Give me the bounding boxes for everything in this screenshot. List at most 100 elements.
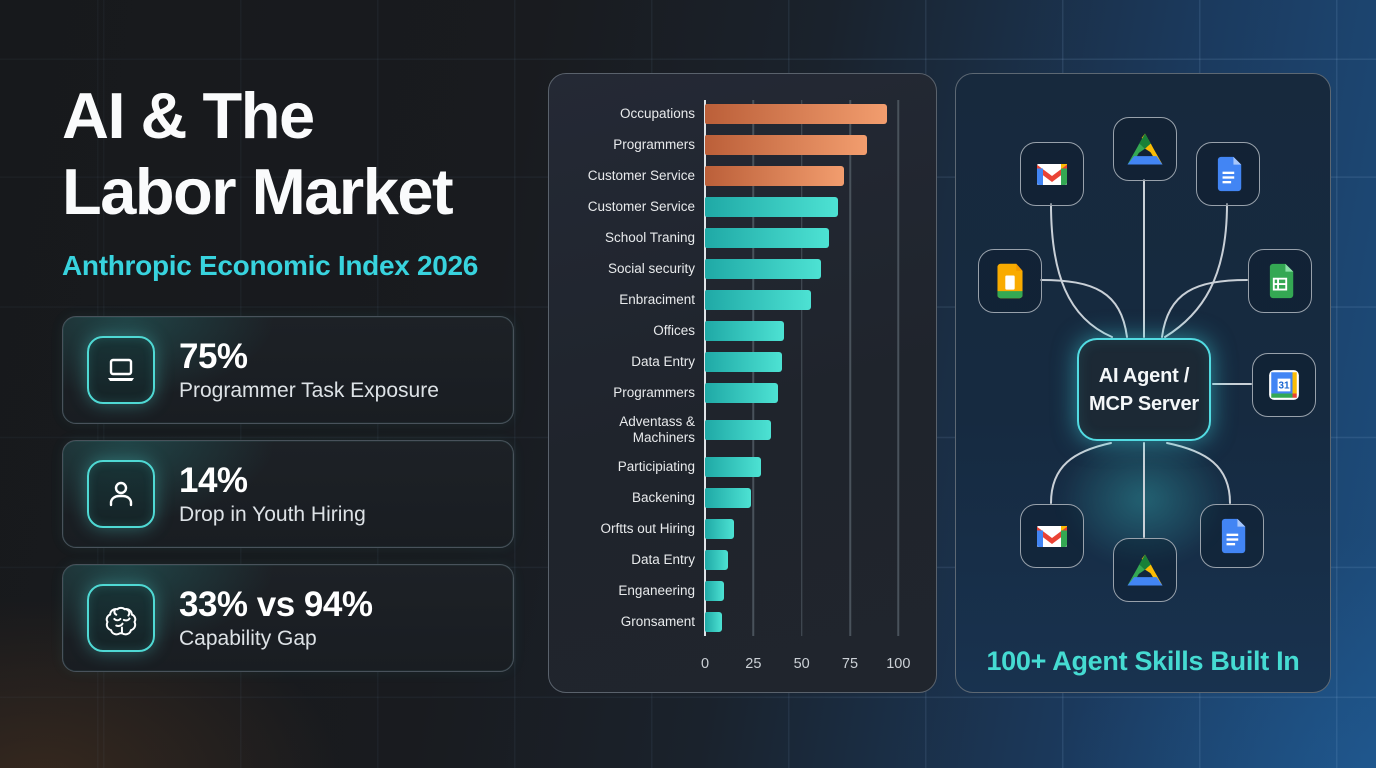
chart-bar-track (705, 419, 908, 440)
chart-row: Occupations (563, 104, 908, 124)
chart-row: Enganeering (563, 580, 908, 601)
chart-row: Customer Service (563, 165, 908, 186)
chart-bar (705, 289, 812, 310)
chart-row: Data Entry (563, 351, 908, 372)
chart-row: Enbraciment (563, 289, 908, 310)
chart-category-label: Participiating (617, 458, 695, 474)
bar-chart-panel: Occupations Programmers Customer Service Cu… (548, 73, 937, 693)
stat-label: Programmer Task Exposure (179, 379, 439, 403)
stat-value: 14% (179, 461, 248, 501)
chart-bar (705, 165, 845, 186)
brain-icon (87, 584, 155, 653)
chart-bar-track (705, 518, 908, 539)
stat-label: Drop in Youth Hiring (179, 503, 366, 527)
chart-bar (705, 419, 771, 440)
stat-label: Capability Gap (179, 627, 317, 651)
chart-bar (705, 518, 734, 539)
chart-bar-track (705, 457, 908, 478)
stat-card-youth-hiring: 14% Drop in Youth Hiring (62, 440, 514, 549)
chart-bar (705, 134, 868, 155)
chart-x-tick-label: 100 (886, 656, 911, 672)
stat-card-programmer-exposure: 75% Programmer Task Exposure (62, 316, 514, 425)
chart-bar (705, 580, 725, 601)
chart-bar-track (705, 580, 908, 601)
chart-bar (705, 382, 779, 403)
chart-x-tick-label: 50 (793, 656, 810, 672)
chart-row: Social security (563, 258, 908, 279)
chart-bar-track (705, 289, 908, 310)
chart-bar (705, 549, 729, 570)
chart-rows: Occupations Programmers Customer Service Cu… (563, 104, 908, 632)
ai-agent-mcp-server-box: AI Agent / MCP Server (1077, 338, 1211, 441)
page-subtitle: Anthropic Economic Index 2026 (62, 250, 479, 282)
chart-bar (705, 351, 783, 372)
chart-row: Customer Service (563, 196, 908, 217)
chart-category-label: Occupations (619, 105, 695, 121)
chart-category-label: Social security (607, 260, 695, 276)
left-column: AI & The Labor Market Anthropic Economic… (62, 78, 514, 673)
chart-category-label: Programmers (613, 136, 695, 152)
stat-card-capability-gap: 33% vs 94% Capability Gap (62, 564, 514, 673)
chart-category-label: Customer Service (587, 198, 695, 214)
stat-text: 14% Drop in Youth Hiring (179, 461, 366, 527)
chart-gridline (800, 100, 803, 636)
stat-cards: 75% Programmer Task Exposure 14% Drop in… (62, 316, 514, 673)
chart-row: Offices (563, 320, 908, 341)
chart-row: Participiating (563, 457, 908, 478)
chart-bar (705, 320, 785, 341)
stat-text: 33% vs 94% Capability Gap (179, 585, 373, 651)
chart-category-label: Programmers (613, 384, 695, 400)
connector-lines (1040, 179, 1252, 538)
title-line-2: Labor Market (62, 155, 454, 229)
chart-bar (705, 227, 829, 248)
chart-row: Data Entry (563, 549, 908, 570)
chart-row: Backening (563, 488, 908, 508)
google-slides-icon (978, 249, 1042, 313)
chart-category-label: Data Entry (631, 551, 695, 567)
chart-bar-track (705, 196, 908, 217)
stat-value: 75% (179, 337, 248, 377)
chart-bar-track (705, 104, 908, 124)
chart-bar (705, 611, 723, 632)
chart-bar (705, 258, 821, 279)
chart-gridline (849, 100, 851, 636)
chart-category-label: Customer Service (587, 167, 695, 183)
chart-bar (705, 488, 752, 508)
chart-row: Adventass & Machiners (563, 414, 908, 446)
chart-row: Gronsament (563, 611, 908, 632)
chart-bar-track (705, 134, 908, 155)
agent-box-line-2: MCP Server (1089, 392, 1199, 415)
google-docs-icon (1196, 142, 1260, 206)
chart-category-label: Adventass & Machiners (619, 413, 695, 445)
chart-x-tick-label: 0 (700, 656, 710, 672)
laptop-icon (87, 336, 155, 405)
chart-category-label: Gronsament (620, 613, 695, 629)
chart-row: Programmers (563, 382, 908, 403)
chart-x-tick-label: 25 (745, 656, 762, 672)
chart-bar-track (705, 227, 908, 248)
chart-row: Programmers (563, 134, 908, 155)
chart-gridline (897, 100, 900, 636)
chart-category-label: School Traning (604, 229, 695, 245)
chart-bar-track (705, 549, 908, 570)
chart-bar (705, 196, 839, 217)
chart-bar-track (705, 165, 908, 186)
chart-bar-track (705, 320, 908, 341)
page-title: AI & The Labor Market (62, 78, 514, 230)
chart-row: School Traning (563, 227, 908, 248)
chart-category-label: Offices (653, 322, 695, 338)
chart-bar-track (705, 351, 908, 372)
chart-bar (705, 104, 887, 124)
chart-bar-track (705, 611, 908, 632)
stat-text: 75% Programmer Task Exposure (179, 337, 439, 403)
google-drive-icon (1113, 117, 1177, 181)
person-icon (87, 460, 155, 529)
agent-box-line-1: AI Agent / (1098, 364, 1190, 387)
agent-skills-panel: 31 (955, 73, 1331, 693)
gmail-icon (1020, 142, 1084, 206)
calendar-day-number: 31 (1278, 381, 1290, 392)
chart-x-axis-ticks: 0 25 50 75 100 (701, 656, 911, 676)
google-sheets-icon (1248, 249, 1312, 313)
chart-row: Orftts out Hiring (563, 518, 908, 539)
